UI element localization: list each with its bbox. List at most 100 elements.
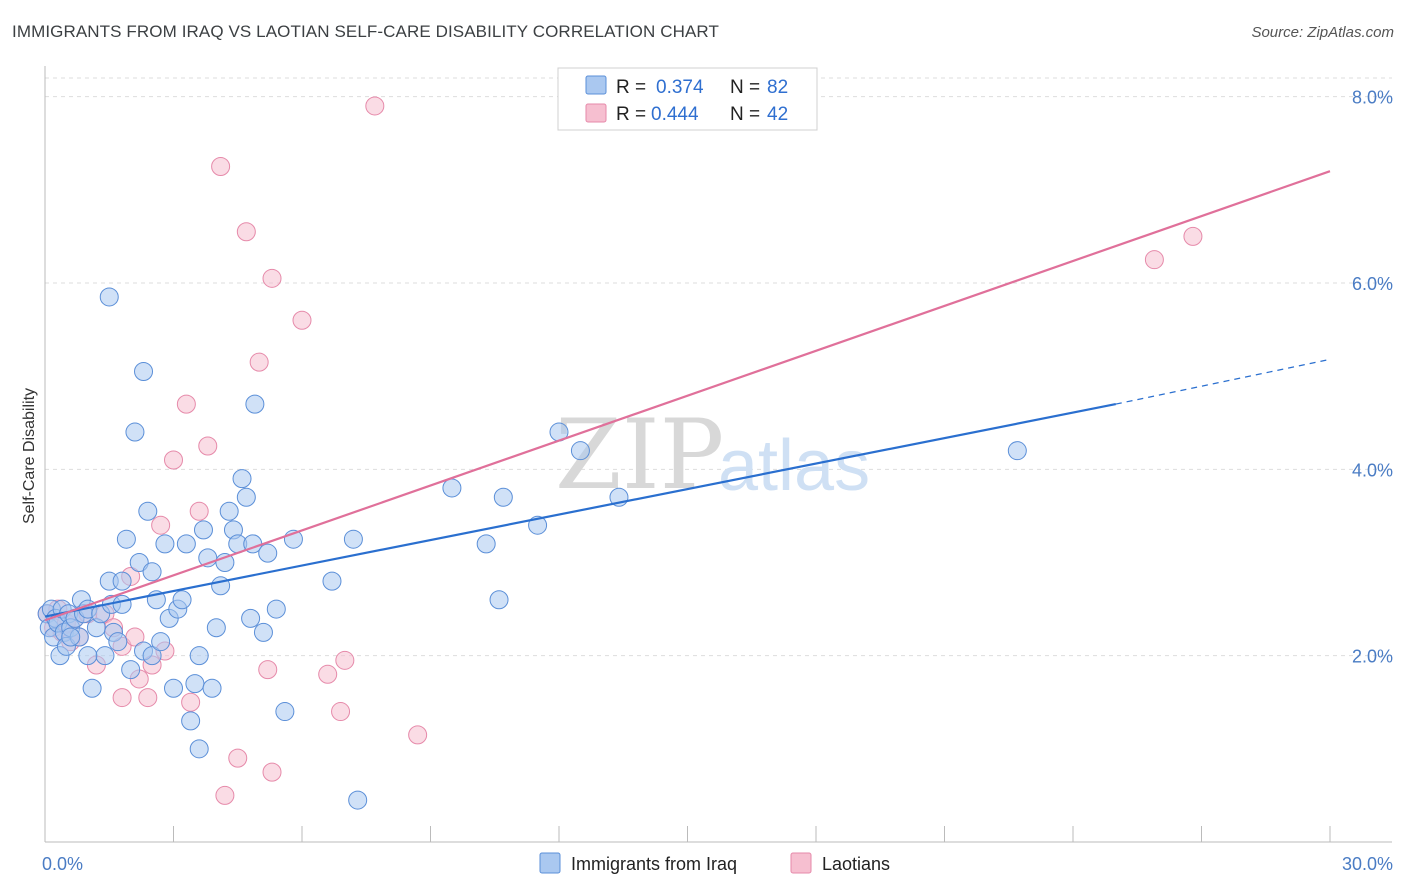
legend-n-value-laotians: 42	[767, 104, 788, 125]
laotian-point-32	[262, 762, 282, 782]
iraq-point-78	[142, 562, 162, 582]
iraq-point-79	[189, 646, 209, 666]
legend-swatch-laotians	[585, 103, 607, 123]
chart-title: IMMIGRANTS FROM IRAQ VS LAOTIAN SELF-CAR…	[12, 22, 719, 41]
laotian-point-38	[408, 725, 428, 745]
iraq-point-20	[95, 646, 115, 666]
laotian-point-17	[138, 688, 158, 708]
legend-n-label-laotians: N =	[730, 104, 760, 125]
iraq-point-26	[116, 529, 136, 549]
laotian-point-36	[335, 650, 355, 670]
iraq-point-54	[236, 487, 256, 507]
iraq-point-68	[489, 590, 509, 610]
axes	[44, 66, 1392, 843]
iraq-point-24	[108, 632, 128, 652]
gridlines	[45, 77, 1392, 657]
iraq-point-37	[164, 678, 183, 698]
iraq-point-67	[476, 534, 496, 554]
bottom-legend-label-laotians: Laotians	[822, 854, 890, 874]
bottom-legend-swatch-iraq	[539, 852, 561, 874]
laotian-point-33	[292, 310, 312, 330]
iraq-point-35	[155, 534, 175, 554]
laotian-point-13	[112, 688, 132, 708]
laotian-point-37	[365, 96, 385, 116]
laotian-point-34	[318, 664, 338, 684]
laotian-point-41	[1183, 226, 1203, 246]
iraq-trend-line	[44, 403, 1117, 618]
y-tick-labels: 2.0% 4.0% 6.0% 8.0%	[1352, 88, 1393, 667]
laotian-point-30	[258, 660, 278, 680]
iraq-point-31	[138, 501, 158, 521]
iraq-point-64	[343, 529, 363, 549]
bottom-legend-label-iraq: Immigrants from Iraq	[571, 854, 737, 874]
iraq-point-55	[241, 608, 261, 628]
laotian-point-22	[176, 394, 196, 414]
iraq-point-60	[266, 599, 286, 619]
iraq-point-17	[82, 678, 102, 698]
iraq-point-29	[129, 552, 149, 572]
iraq-point-25	[112, 571, 132, 591]
iraq-point-65	[348, 790, 368, 810]
x-tick-label-0: 0.0%	[42, 854, 83, 874]
laotian-trend-line	[44, 170, 1331, 622]
iraq-point-77	[112, 594, 132, 614]
iraq-point-63	[322, 571, 342, 591]
iraq-point-66	[442, 478, 462, 498]
iraq-point-81	[78, 646, 98, 666]
y-tick-label-3: 8.0%	[1352, 88, 1393, 108]
y-tick-label-2: 6.0%	[1352, 274, 1393, 294]
iraq-point-58	[253, 622, 273, 642]
laotian-point-35	[331, 702, 351, 722]
laotian-point-23	[181, 692, 201, 712]
iraq-point-42	[185, 674, 205, 694]
iraq-point-43	[189, 739, 209, 759]
laotian-point-26	[215, 785, 235, 805]
iraq-point-50	[219, 501, 239, 521]
laotian-point-19	[151, 515, 171, 535]
iraq-point-46	[202, 678, 222, 698]
trend-lines	[44, 170, 1331, 622]
legend-n-label-iraq: N =	[730, 77, 760, 98]
legend-r-label-iraq: R =	[616, 77, 646, 98]
laotian-point-24	[189, 501, 209, 521]
iraq-point-28	[125, 422, 145, 442]
legend-swatch-iraq	[585, 75, 607, 95]
laotian-point-39	[211, 157, 231, 177]
laotian-point-28	[236, 222, 256, 242]
laotian-point-40	[1144, 250, 1164, 270]
legend: R = 0.374 N = 82 R = 0.444 N = 42	[557, 67, 818, 131]
iraq-point-57	[245, 394, 265, 414]
iraq-point-32	[142, 646, 162, 666]
iraq-point-69	[493, 487, 513, 507]
source-credit: Source: ZipAtlas.com	[1251, 24, 1394, 41]
legend-n-value-iraq: 82	[767, 77, 788, 98]
watermark: ZIP atlas	[555, 399, 870, 511]
iraq-point-80	[61, 627, 81, 647]
laotian-point-25	[198, 436, 218, 456]
iraq-point-47	[206, 618, 226, 638]
laotian-point-31	[262, 268, 282, 288]
iraq-point-59	[258, 543, 278, 563]
iraq-point-40	[176, 534, 196, 554]
x-tick-label-1: 30.0%	[1342, 854, 1393, 874]
legend-r-value-laotians: 0.444	[651, 104, 699, 125]
iraq-point-72	[570, 441, 590, 461]
iraq-point-41	[181, 711, 201, 731]
y-tick-label-0: 2.0%	[1352, 647, 1393, 667]
laotian-point-27	[228, 748, 248, 768]
series-iraq-points	[37, 287, 1027, 810]
iraq-point-44	[193, 520, 213, 540]
iraq-point-74	[1007, 441, 1027, 461]
laotian-point-21	[164, 450, 183, 470]
iraq-point-75	[99, 287, 119, 307]
x-tick-labels: 0.0% 30.0%	[42, 854, 1393, 874]
y-axis-title: Self-Care Disability	[21, 388, 38, 524]
legend-r-label-laotians: R =	[616, 104, 646, 125]
bottom-legend-swatch-laotians	[790, 852, 812, 874]
legend-r-value-iraq: 0.374	[656, 77, 704, 98]
bottom-legend: Immigrants from Iraq Laotians	[539, 852, 890, 874]
iraq-point-53	[232, 469, 252, 489]
y-tick-label-1: 4.0%	[1352, 460, 1393, 480]
iraq-point-61	[275, 702, 295, 722]
